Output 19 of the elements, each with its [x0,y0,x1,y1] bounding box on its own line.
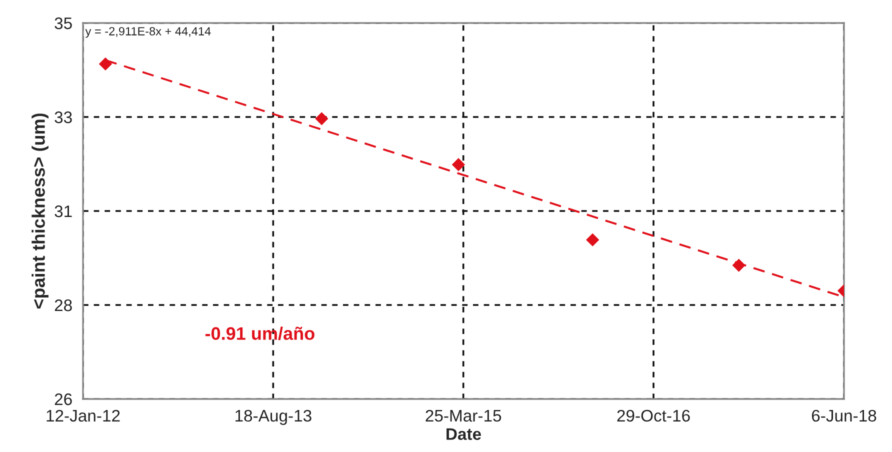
y-tick-label: 26 [54,393,72,406]
point [586,233,600,246]
y-tick-label: 28 [54,299,72,312]
y-tick-label: 33 [54,111,72,124]
annotation: -0.91 um/año [205,326,314,340]
x-tick-label: 18-Aug-13 [236,410,312,425]
point [98,57,112,71]
x-tick-label: 6-Jun-18 [812,410,876,422]
x-axis-title: Date [446,428,481,440]
annotation: y = -2,911E-8x + 44,414 [85,27,211,38]
y-axis-title: <paint thickness> (um) [32,114,48,309]
point [315,112,328,126]
y-tick-label: 35 [54,17,72,30]
x-tick-label: 25-Mar-15 [426,410,502,422]
x-tick-label: 29-Oct-16 [617,410,690,422]
x-tick-label: 12-Jan-12 [46,410,120,422]
point [452,158,466,172]
y-tick-label: 31 [54,205,72,218]
point [732,258,746,272]
